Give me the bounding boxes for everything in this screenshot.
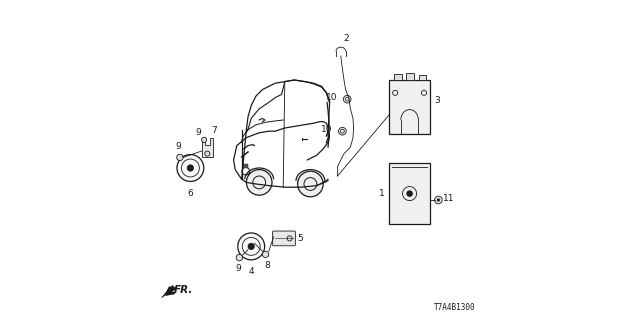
Circle shape: [205, 151, 210, 156]
Text: 10: 10: [321, 125, 333, 134]
Circle shape: [262, 251, 269, 258]
Text: 6: 6: [188, 189, 193, 198]
Circle shape: [236, 254, 243, 261]
Bar: [406, 73, 415, 80]
Circle shape: [435, 196, 442, 204]
Circle shape: [188, 165, 193, 171]
Circle shape: [339, 127, 346, 135]
Circle shape: [287, 236, 292, 241]
Circle shape: [238, 233, 265, 260]
Text: 4: 4: [248, 267, 254, 276]
Circle shape: [298, 171, 323, 197]
Polygon shape: [161, 285, 174, 298]
Text: 9: 9: [195, 128, 200, 137]
FancyBboxPatch shape: [273, 231, 296, 246]
Text: FR.: FR.: [174, 284, 193, 295]
Bar: [394, 74, 402, 80]
Text: 9: 9: [235, 264, 241, 273]
Text: 9: 9: [176, 142, 181, 151]
Circle shape: [248, 243, 254, 250]
Bar: [243, 164, 248, 168]
Text: 10: 10: [326, 93, 338, 102]
Bar: [388, 163, 430, 224]
Bar: [419, 75, 426, 80]
Text: 5: 5: [297, 234, 303, 243]
Circle shape: [344, 95, 351, 103]
Circle shape: [246, 170, 272, 195]
Text: 11: 11: [443, 194, 454, 203]
Bar: [388, 80, 430, 134]
Text: 1: 1: [380, 189, 385, 198]
Text: 8: 8: [264, 261, 270, 270]
Text: 7: 7: [211, 126, 217, 135]
Circle shape: [177, 154, 183, 161]
Circle shape: [407, 191, 412, 196]
Circle shape: [177, 155, 204, 181]
Circle shape: [436, 198, 440, 202]
Text: T7A4B1300: T7A4B1300: [433, 303, 475, 312]
Text: 2: 2: [344, 34, 349, 43]
Text: 3: 3: [435, 96, 440, 105]
Circle shape: [202, 137, 207, 142]
Polygon shape: [202, 138, 213, 157]
